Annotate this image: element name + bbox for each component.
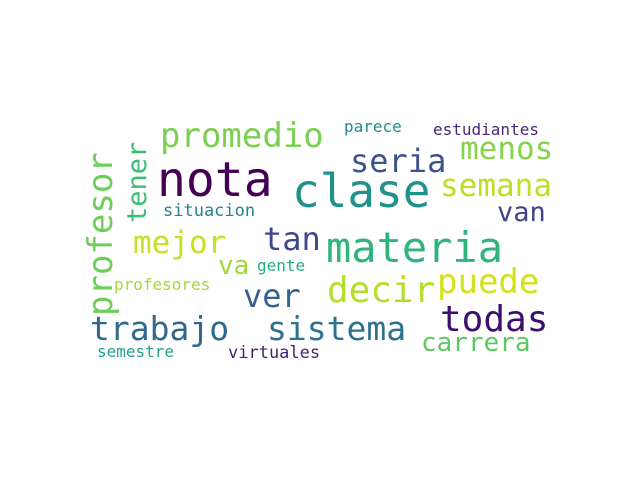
word-todas: todas bbox=[440, 299, 549, 340]
word-puede: puede bbox=[437, 262, 540, 302]
word-virtuales: virtuales bbox=[228, 343, 321, 363]
word-decir: decir bbox=[327, 270, 436, 311]
word-clase: clase bbox=[292, 164, 431, 218]
word-tener: tener bbox=[122, 141, 153, 223]
word-carrera: carrera bbox=[421, 328, 531, 358]
word-cloud: nota clase materia trabajo sistema todas… bbox=[80, 110, 560, 380]
word-parece: parece bbox=[344, 117, 402, 136]
word-mejor: mejor bbox=[133, 225, 227, 261]
word-promedio: promedio bbox=[160, 116, 324, 156]
word-semana: semana bbox=[440, 168, 552, 204]
word-trabajo: trabajo bbox=[90, 309, 230, 348]
word-van: van bbox=[497, 197, 546, 228]
word-materia: materia bbox=[326, 223, 504, 272]
word-sistema: sistema bbox=[267, 309, 407, 348]
word-ver: ver bbox=[243, 277, 301, 315]
word-semestre: semestre bbox=[97, 342, 175, 361]
word-tan: tan bbox=[263, 220, 321, 258]
word-situacion: situacion bbox=[163, 201, 256, 221]
word-estudiantes: estudiantes bbox=[433, 120, 539, 139]
word-menos: menos bbox=[460, 131, 554, 167]
word-gente: gente bbox=[257, 256, 306, 275]
word-profesores: profesores bbox=[114, 275, 211, 294]
word-profesor: profesor bbox=[81, 152, 121, 316]
word-va: va bbox=[218, 251, 250, 281]
word-nota: nota bbox=[157, 152, 273, 208]
word-seria: seria bbox=[350, 142, 447, 180]
